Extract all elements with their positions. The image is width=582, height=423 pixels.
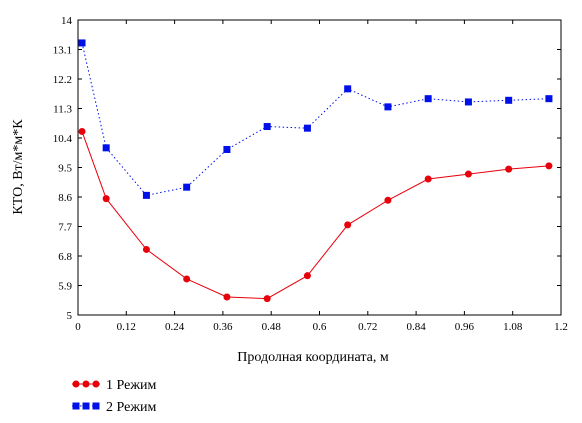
series-1-point bbox=[344, 221, 352, 229]
y-tick-label: 11.3 bbox=[53, 104, 72, 116]
series-layer bbox=[78, 39, 553, 303]
series-2-point bbox=[545, 95, 553, 103]
series-2-point bbox=[263, 123, 271, 131]
y-tick-label: 10.4 bbox=[53, 133, 73, 145]
legend-marker-1 bbox=[72, 380, 80, 388]
plot-frame bbox=[77, 19, 562, 316]
x-tick-label: 0.12 bbox=[117, 321, 136, 333]
series-1-point bbox=[102, 195, 110, 203]
y-tick-label: 6.8 bbox=[58, 251, 72, 263]
y-tick-label: 13.1 bbox=[53, 45, 72, 57]
series-1-point bbox=[545, 162, 553, 170]
series-2-point bbox=[344, 85, 352, 93]
x-tick-label: 1.2 bbox=[554, 321, 568, 333]
x-tick-label: 0.48 bbox=[262, 321, 282, 333]
y-tick-label: 12.2 bbox=[53, 74, 72, 86]
series-2-point bbox=[223, 145, 231, 153]
legend-marker-2 bbox=[82, 402, 90, 410]
x-tick-label: 0.84 bbox=[406, 321, 426, 333]
x-tick-label: 0 bbox=[75, 321, 81, 333]
y-axis-title: КТО, Вт/м*м*К bbox=[11, 119, 26, 215]
y-tick-label: 5 bbox=[67, 310, 73, 322]
series-2-point bbox=[424, 95, 432, 103]
legend-marker-2 bbox=[72, 402, 80, 410]
series-1-point bbox=[183, 275, 191, 283]
series-2 bbox=[78, 39, 553, 199]
x-tick-label: 0.36 bbox=[213, 321, 233, 333]
series-1-point bbox=[78, 127, 86, 135]
legend-marker-2 bbox=[92, 402, 100, 410]
y-tick-label: 14 bbox=[61, 15, 73, 27]
x-tick-label: 0.6 bbox=[313, 321, 327, 333]
series-2-point bbox=[384, 103, 392, 111]
x-axis-title: Продолная координата, м bbox=[237, 350, 389, 365]
series-2-point bbox=[142, 191, 150, 199]
series-1-point bbox=[303, 272, 311, 280]
legend-item-1: 1 Режим bbox=[72, 378, 156, 393]
legend: 1 Режим 2 Режим bbox=[72, 378, 156, 415]
x-tick-label: 0.72 bbox=[358, 321, 377, 333]
axes: 0 0.12 0.24 0.36 0.48 0.6 0.72 0.84 0.96 1.08 1.2 5… bbox=[53, 15, 568, 333]
y-tick-label: 9.5 bbox=[58, 163, 72, 175]
series-1-point bbox=[263, 295, 271, 303]
series-2-point bbox=[505, 96, 513, 104]
legend-marker-1 bbox=[92, 380, 100, 388]
y-tick-label: 7.7 bbox=[58, 222, 72, 234]
series-2-point bbox=[303, 124, 311, 132]
series-1-point bbox=[384, 196, 392, 204]
y-tick-label: 5.9 bbox=[58, 281, 72, 293]
series-1-point bbox=[424, 175, 432, 183]
x-tick-label: 0.96 bbox=[455, 321, 475, 333]
y-tick-label: 8.6 bbox=[58, 192, 72, 204]
series-1-point bbox=[223, 293, 231, 301]
series-1-line bbox=[81, 131, 549, 300]
series-2-point bbox=[78, 39, 86, 47]
legend-item-2: 2 Режим bbox=[72, 400, 156, 415]
series-1 bbox=[78, 127, 553, 303]
series-1-point bbox=[505, 165, 513, 173]
legend-label-1: 1 Режим bbox=[106, 378, 156, 393]
series-2-point bbox=[102, 144, 110, 152]
series-1-point bbox=[464, 170, 472, 178]
x-tick-label: 1.08 bbox=[503, 321, 523, 333]
x-tick-label: 0.24 bbox=[165, 321, 185, 333]
series-2-point bbox=[183, 183, 191, 191]
legend-marker-1 bbox=[82, 380, 90, 388]
series-1-point bbox=[142, 245, 150, 253]
legend-label-2: 2 Режим bbox=[106, 400, 156, 415]
series-2-point bbox=[464, 98, 472, 106]
